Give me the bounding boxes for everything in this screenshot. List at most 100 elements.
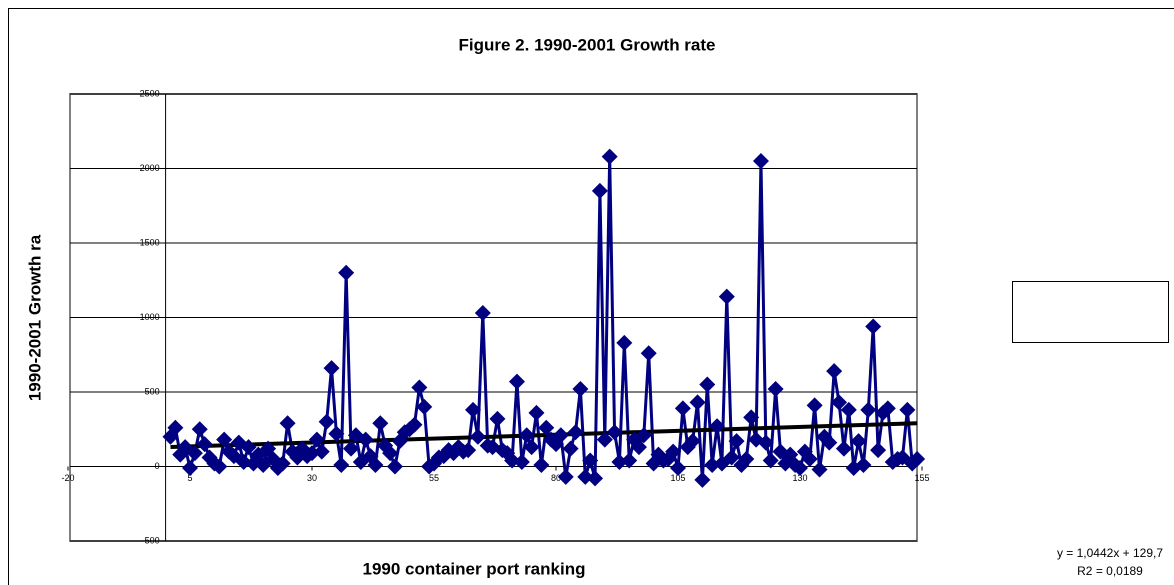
point-marker <box>709 418 726 435</box>
point-marker <box>587 470 604 487</box>
point-marker <box>738 451 755 468</box>
point-marker <box>504 452 521 469</box>
point-marker <box>665 443 682 460</box>
point-marker <box>372 415 389 432</box>
point-marker <box>406 416 423 433</box>
x-tick-label: 80 <box>551 473 561 483</box>
point-marker <box>416 398 433 415</box>
y-tick-label: 0 <box>155 461 160 471</box>
point-marker <box>596 431 613 448</box>
point-marker <box>304 445 320 462</box>
point-marker <box>274 455 291 472</box>
point-marker <box>411 379 428 396</box>
point-marker <box>689 394 706 411</box>
point-marker <box>279 415 296 432</box>
x-tick-label: 155 <box>914 473 929 483</box>
point-marker <box>508 373 525 390</box>
point-marker <box>196 436 213 453</box>
point-marker <box>357 431 374 448</box>
point-marker <box>328 425 345 442</box>
point-marker <box>308 431 325 448</box>
point-marker <box>831 394 848 411</box>
point-marker <box>343 440 360 457</box>
point-marker <box>704 457 721 474</box>
point-marker <box>850 433 867 450</box>
point-marker <box>762 452 779 469</box>
point-marker <box>630 439 647 456</box>
x-axis-title: 1990 container port ranking <box>363 559 586 578</box>
point-marker <box>235 454 252 471</box>
y-tick-label: 1500 <box>140 237 160 247</box>
x-tick-label: 30 <box>307 473 317 483</box>
point-marker <box>240 439 257 456</box>
point-marker <box>723 449 740 466</box>
point-marker <box>826 363 843 380</box>
trend-equation: y = 1,0442x + 129,7 <box>1057 546 1163 560</box>
point-marker <box>577 468 594 485</box>
point-marker <box>621 452 638 469</box>
point-marker <box>182 459 198 476</box>
point-marker <box>518 427 535 444</box>
y-tick-label: 1000 <box>140 312 160 322</box>
point-marker <box>552 427 569 444</box>
point-marker <box>718 288 735 305</box>
point-marker <box>674 400 691 417</box>
point-marker <box>513 454 530 471</box>
point-marker <box>386 458 403 475</box>
point-marker <box>801 451 818 468</box>
point-marker <box>616 334 633 351</box>
point-marker <box>338 264 355 281</box>
x-tick-label: 5 <box>187 473 192 483</box>
point-marker <box>640 345 657 362</box>
point-marker <box>684 433 701 450</box>
point-marker <box>572 381 589 398</box>
point-marker <box>699 376 716 393</box>
point-marker <box>635 427 652 444</box>
x-tick-label: 105 <box>670 473 685 483</box>
point-marker <box>835 440 852 457</box>
y-tick-label: 500 <box>145 386 160 396</box>
point-marker <box>909 451 926 468</box>
point-marker <box>879 400 896 417</box>
point-marker <box>533 457 550 474</box>
point-marker <box>557 468 574 485</box>
trend-line <box>170 421 918 450</box>
y-tick-label: 2000 <box>140 163 160 173</box>
point-marker <box>523 439 540 456</box>
point-marker <box>538 419 555 436</box>
point-marker <box>591 182 608 199</box>
x-tick-label: 55 <box>429 473 439 483</box>
point-marker <box>367 457 384 474</box>
point-marker <box>567 424 584 441</box>
point-marker <box>582 452 599 469</box>
point-marker <box>767 381 784 398</box>
y-tick-label: -500 <box>142 535 160 545</box>
y-axis-title: 1990-2001 Growth ra <box>25 234 44 401</box>
point-marker <box>899 401 916 418</box>
point-marker <box>860 401 877 418</box>
x-tick-label: 130 <box>792 473 807 483</box>
point-marker <box>216 431 233 448</box>
point-marker <box>606 424 623 441</box>
point-marker <box>191 421 208 438</box>
point-marker <box>323 360 340 377</box>
chart-title: Figure 2. 1990-2001 Growth rate <box>459 35 716 54</box>
point-marker <box>670 459 686 476</box>
point-marker <box>186 445 203 462</box>
point-marker <box>469 428 486 445</box>
point-marker <box>474 305 491 322</box>
point-marker <box>865 318 882 335</box>
point-marker <box>211 458 228 475</box>
point-marker <box>333 457 350 474</box>
point-marker <box>792 459 808 476</box>
point-marker <box>562 440 579 457</box>
point-marker <box>460 442 477 459</box>
point-marker <box>465 401 482 418</box>
point-marker <box>313 443 330 460</box>
point-marker <box>757 434 774 451</box>
trend-r2: R2 = 0,0189 <box>1077 564 1143 578</box>
point-marker <box>811 461 828 478</box>
point-marker <box>167 419 184 436</box>
point-marker <box>870 442 887 459</box>
